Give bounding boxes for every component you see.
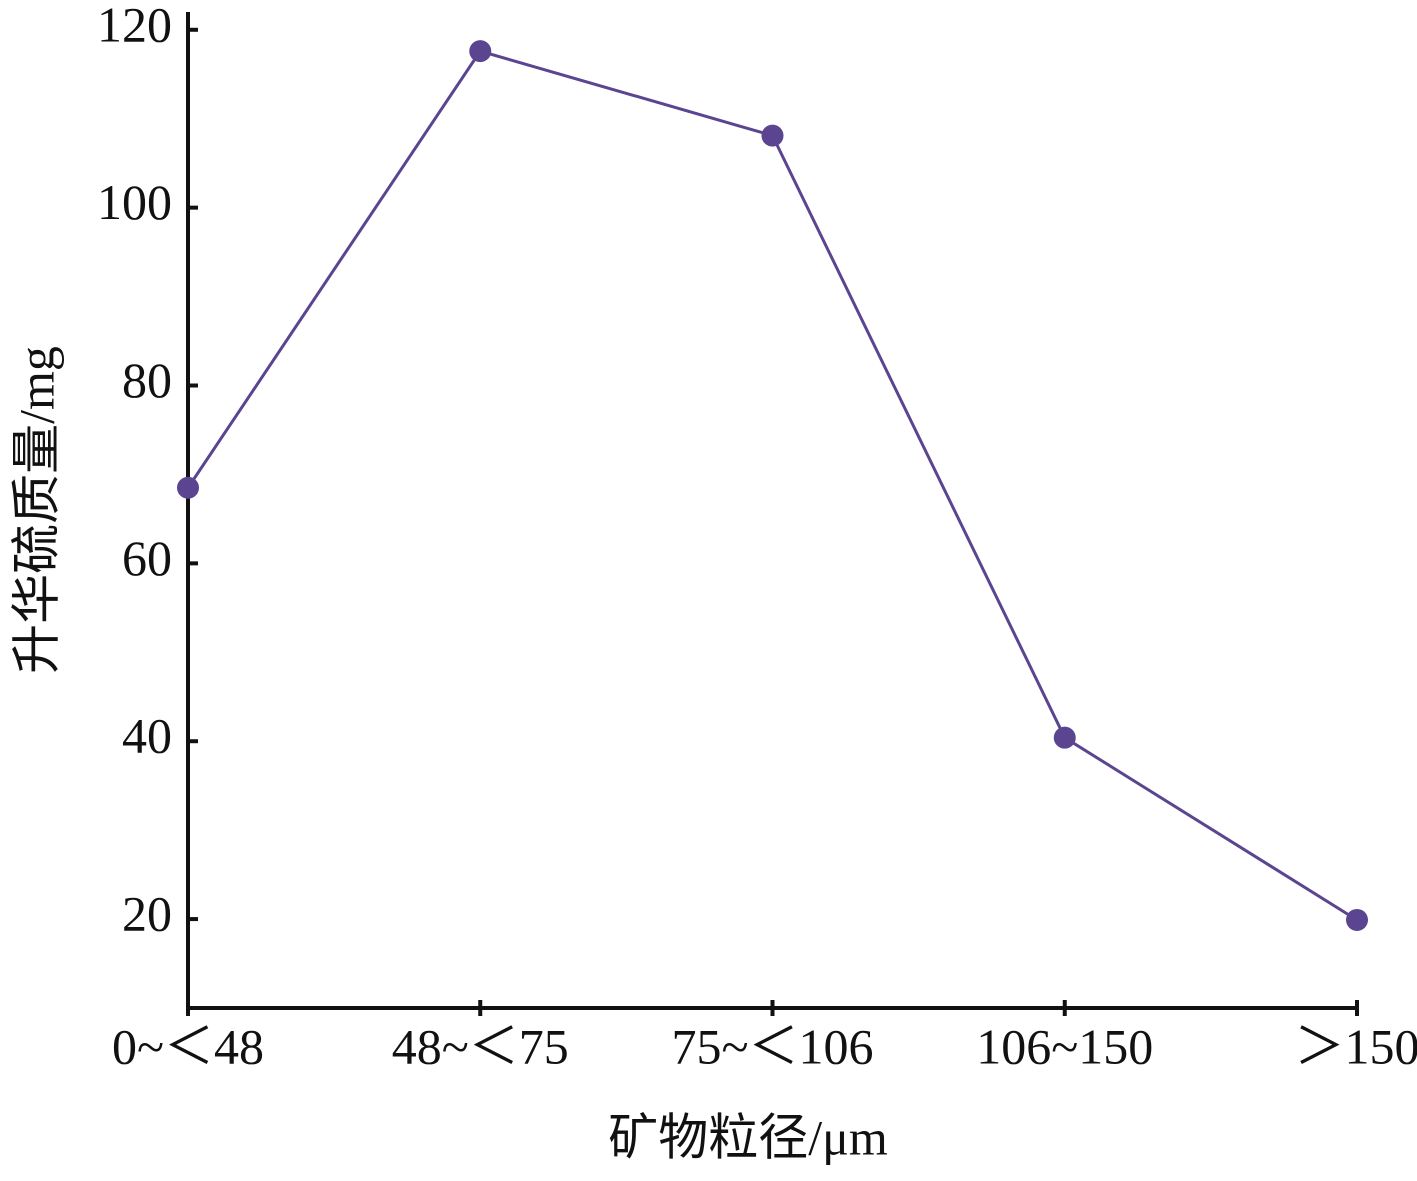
y-tick-label: 120	[97, 0, 172, 52]
point	[761, 124, 784, 147]
x-tick-label: 0~＜48	[112, 1018, 264, 1074]
line	[186, 49, 1358, 922]
point	[469, 40, 492, 63]
point	[1346, 908, 1368, 931]
y-tick-label: 20	[122, 886, 172, 942]
x-tick-label: 48~＜75	[392, 1018, 569, 1074]
x-tick-label: ＞150	[1295, 1018, 1417, 1074]
y-tick-label: 100	[97, 174, 172, 230]
x-tick-label: 106~150	[976, 1018, 1153, 1074]
point	[1053, 726, 1076, 749]
x-axis-title: 矿物粒径/μm	[608, 1109, 888, 1165]
x-tick-label: 75~＜106	[671, 1018, 873, 1074]
point	[177, 476, 199, 499]
y-tick-label: 60	[122, 530, 172, 586]
y-axis-title: 升华硫质量/mg	[8, 346, 64, 674]
y-tick-label: 40	[122, 708, 172, 764]
y-tick-label: 80	[122, 352, 172, 408]
